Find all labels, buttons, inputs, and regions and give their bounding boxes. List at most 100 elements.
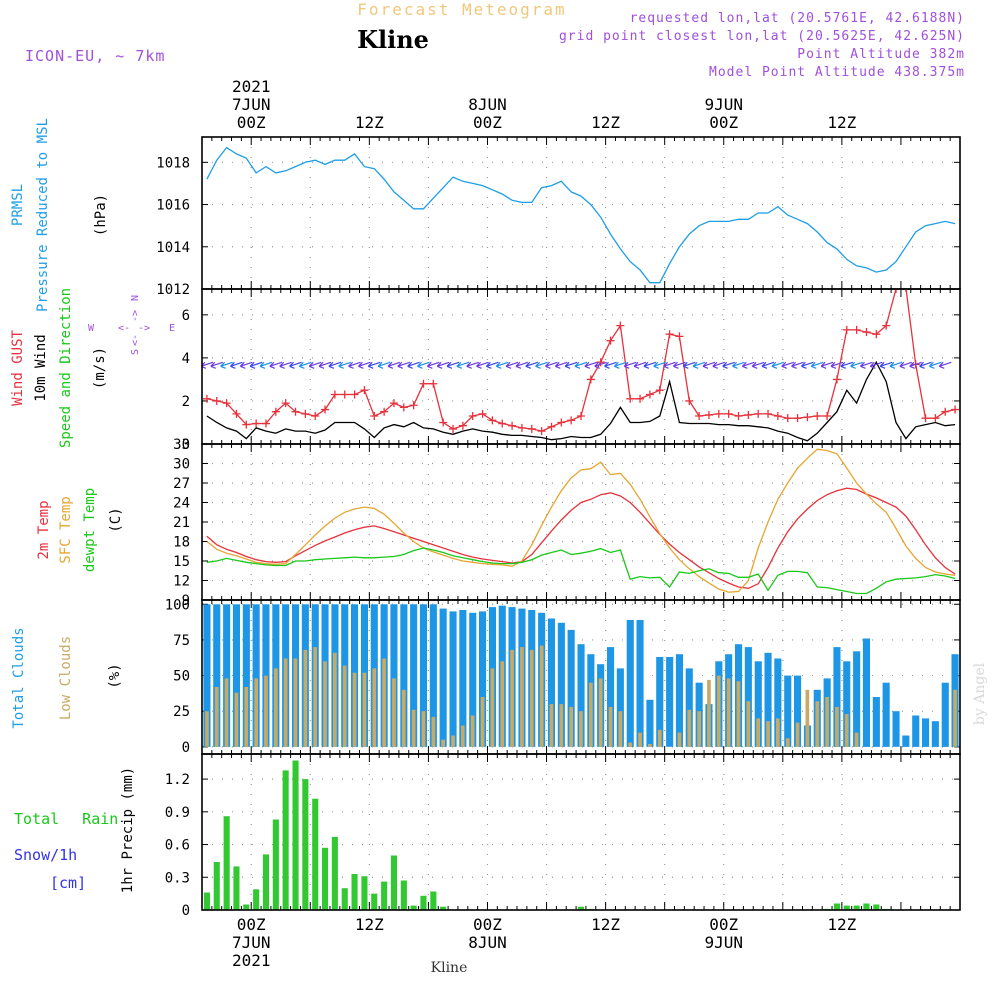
- gust-marker: [389, 399, 398, 408]
- total-clouds-bar: [419, 604, 427, 747]
- total-clouds-bar: [794, 675, 802, 747]
- low-clouds-bar: [244, 687, 249, 747]
- pressure-y-tick-label: 1018: [156, 155, 190, 171]
- low-clouds-bar: [805, 689, 810, 747]
- wind-direction-arrow: [938, 361, 952, 369]
- total-rain-bar: [331, 836, 338, 910]
- low-clouds-bar: [293, 658, 298, 747]
- total-clouds-bar: [557, 622, 565, 747]
- credit-watermark: by Angel: [972, 662, 988, 725]
- low-clouds-bar: [677, 732, 682, 747]
- clouds-y-tick-label: 100: [165, 597, 190, 613]
- 2m-temp-line: [206, 487, 956, 589]
- total-clouds-bar: [764, 652, 772, 747]
- grid-point-coords: grid point closest lon,lat (20.5625E, 42…: [559, 29, 965, 44]
- low-clouds-bar: [726, 678, 731, 747]
- total-rain-bar: [577, 906, 584, 910]
- wind-direction-arrow: [426, 361, 440, 369]
- total-clouds-bar: [449, 611, 457, 747]
- total-rain-bar: [213, 862, 220, 910]
- total-clouds-bar: [577, 644, 585, 747]
- pressure-y-tick-label: 1014: [156, 240, 190, 256]
- low-clouds-bar: [274, 668, 278, 747]
- gust-marker: [921, 414, 930, 423]
- wind-direction-arrow: [761, 361, 775, 369]
- wind-direction-arrow: [407, 361, 420, 369]
- total-rain-bar: [410, 905, 417, 910]
- wind-direction-arrow: [879, 361, 893, 369]
- total-rain-bar: [863, 903, 870, 910]
- wind-direction-arrow: [613, 361, 627, 369]
- wind-direction-arrow: [781, 361, 794, 369]
- precip-y-tick-label: 0: [182, 903, 190, 919]
- wind-direction-arrow: [682, 361, 696, 369]
- wind-direction-arrow: [741, 361, 755, 369]
- gust-marker: [488, 416, 497, 425]
- gust-marker: [567, 416, 576, 425]
- gust-marker: [675, 332, 684, 341]
- model-altitude: Model Point Altitude 438.375m: [709, 65, 965, 80]
- gust-marker: [744, 410, 753, 419]
- clouds-y-tick-label: 25: [173, 704, 190, 720]
- total-clouds-bar: [479, 611, 487, 747]
- wind-direction-arrow: [791, 361, 804, 369]
- wind-direction-arrow: [919, 361, 932, 369]
- wind-direction-arrow: [604, 361, 617, 369]
- clouds-data: [203, 604, 959, 747]
- low-clouds-bar: [756, 718, 760, 747]
- temperature-y-tick-label: 15: [173, 554, 190, 570]
- low-clouds-bar: [461, 725, 465, 747]
- low-clouds-bar: [697, 711, 701, 747]
- wind-unit: (m/s): [92, 347, 108, 389]
- wind-direction-arrow: [202, 361, 214, 369]
- total-rain-bar: [390, 855, 397, 910]
- low-clouds-bar: [411, 709, 416, 747]
- wind-direction-arrow: [535, 361, 548, 369]
- wind-direction-arrow: [495, 361, 509, 369]
- low-clouds-bar: [529, 649, 534, 747]
- low-clouds-bar: [372, 668, 377, 747]
- wind-direction-arrow: [663, 361, 676, 369]
- gust-marker: [261, 419, 270, 428]
- time-axis-label: 00Z: [709, 113, 738, 132]
- gust-marker: [321, 405, 330, 414]
- snow-label: Snow/1h: [14, 846, 77, 864]
- low-clouds-bar: [224, 678, 229, 747]
- pressure-panel: 1012 1014 1016 1018: [156, 136, 961, 298]
- time-axis-label: 12Z: [591, 915, 620, 934]
- wind-direction-arrow: [446, 361, 460, 369]
- gust-marker: [508, 421, 517, 430]
- total-rain-bar: [223, 816, 230, 910]
- time-axis-label: 00Z: [473, 113, 502, 132]
- total-rain-bar: [262, 854, 269, 910]
- total-clouds-bar: [439, 608, 447, 747]
- requested-coords: requested lon,lat (20.5761E, 42.6188N): [630, 11, 965, 26]
- clouds-label-1: Total Clouds: [11, 627, 27, 728]
- low-clouds-bar: [362, 672, 367, 747]
- wind-direction-arrow: [230, 361, 243, 369]
- total-clouds-bar: [931, 721, 939, 747]
- temperature-y-tick-label: 12: [173, 574, 190, 590]
- total-rain-bar: [833, 903, 840, 910]
- wind-direction-arrow: [358, 361, 371, 369]
- precip-grid: [202, 754, 960, 911]
- gust-marker: [212, 396, 221, 405]
- total-clouds-bar: [872, 697, 880, 747]
- wind-direction-arrow: [210, 361, 223, 369]
- gust-marker: [783, 414, 792, 423]
- wind-direction-arrow: [810, 361, 824, 369]
- precip-frame: [201, 753, 961, 911]
- compass-west: W: [88, 323, 95, 334]
- low-clouds-bar: [342, 665, 347, 747]
- gust-marker: [665, 330, 674, 339]
- wind-label-2: 10m Wind: [33, 334, 49, 401]
- total-clouds-bar: [666, 657, 674, 747]
- wind-direction-arrow: [505, 361, 519, 369]
- low-clouds-bar: [746, 701, 751, 747]
- low-clouds-bar: [589, 682, 593, 747]
- gust-marker: [311, 412, 320, 421]
- total-clouds-bar: [744, 647, 752, 747]
- wind-y-tick-label: 6: [182, 308, 190, 324]
- wind-direction-arrow: [928, 361, 942, 369]
- gust-marker: [764, 409, 773, 418]
